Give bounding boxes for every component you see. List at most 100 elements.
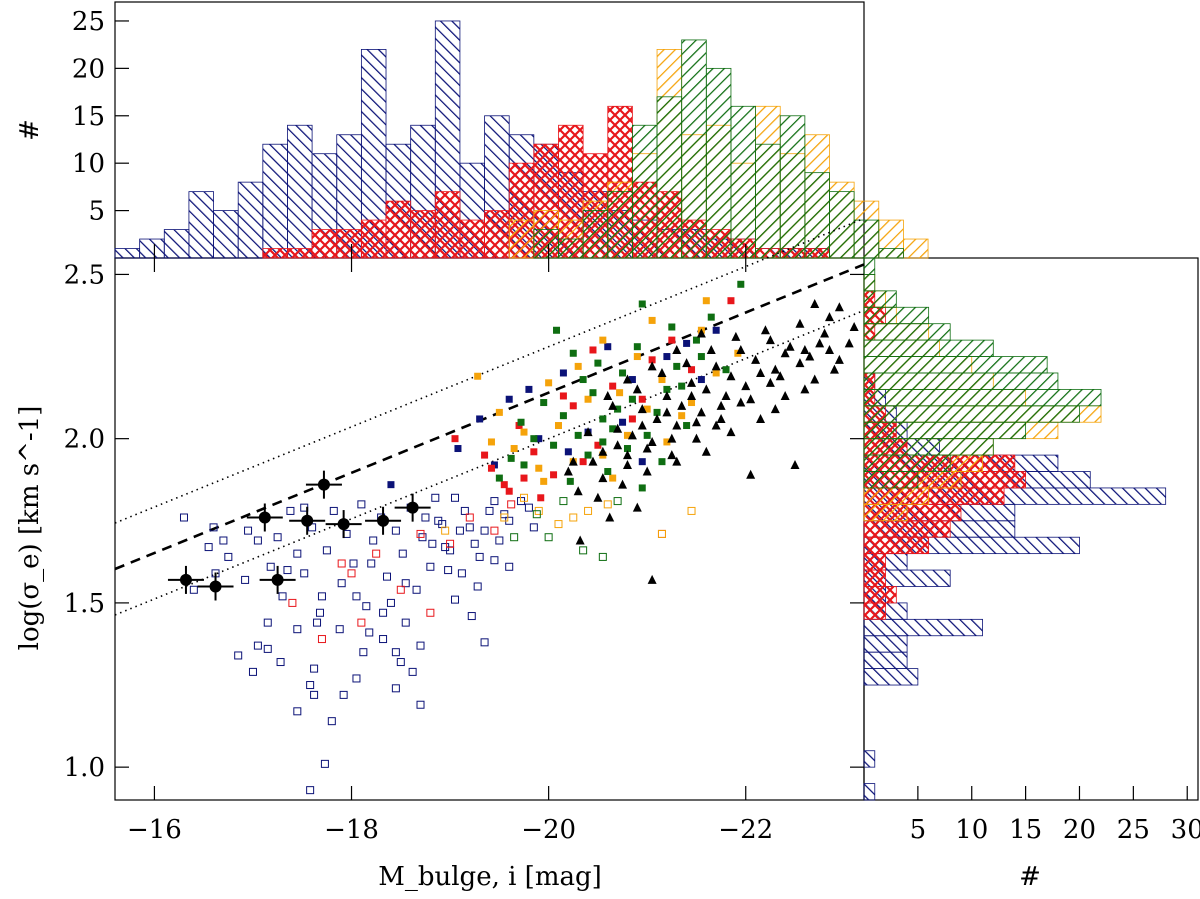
data-point-open-square bbox=[365, 628, 374, 637]
data-point-open-square bbox=[510, 533, 519, 542]
data-point-filled-square bbox=[678, 412, 686, 420]
data-point-open-square bbox=[519, 493, 528, 502]
data-point-open-square bbox=[357, 500, 366, 509]
right-hist-bar-green bbox=[863, 290, 897, 308]
data-point-circle bbox=[377, 514, 390, 527]
data-point-triangle bbox=[756, 367, 766, 377]
right-hist-bar-blue bbox=[863, 750, 876, 768]
data-point-filled-square bbox=[604, 468, 612, 476]
data-point-triangle bbox=[647, 574, 657, 584]
data-point-triangle bbox=[756, 413, 766, 423]
top-hist-bar-red bbox=[336, 229, 362, 259]
right-hist-x-tick-label: 5 bbox=[910, 815, 927, 845]
data-point-open-square bbox=[401, 618, 410, 627]
data-point-open-square bbox=[412, 585, 421, 594]
data-point-filled-square bbox=[507, 454, 515, 462]
top-hist-bar-red bbox=[410, 210, 436, 259]
data-point-triangle bbox=[593, 492, 603, 502]
top-hist-bar-red bbox=[360, 219, 387, 259]
top-hist-bar-green bbox=[755, 143, 781, 259]
right-hist-x-tick-label: 30 bbox=[1171, 815, 1200, 845]
data-point-open-square bbox=[500, 513, 509, 522]
data-point-triangle bbox=[810, 374, 820, 384]
data-point-open-square bbox=[337, 579, 346, 588]
data-point-triangle bbox=[667, 433, 677, 443]
data-point-filled-square bbox=[643, 405, 651, 413]
data-point-triangle bbox=[598, 473, 608, 483]
axis-labels: M_bulge, i [mag] # log(σ_e) [km s^-1] # bbox=[15, 119, 1041, 892]
top-hist-bar-blue bbox=[139, 238, 165, 259]
data-point-triangle bbox=[800, 344, 810, 354]
data-point-filled-square bbox=[589, 346, 597, 354]
right-hist-bar-blue bbox=[863, 651, 908, 670]
data-point-open-square bbox=[507, 500, 516, 509]
data-point-open-square bbox=[467, 612, 476, 621]
data-point-triangle bbox=[627, 430, 637, 440]
right-hist-x-tick-label: 20 bbox=[1063, 815, 1096, 845]
data-point-triangle bbox=[746, 394, 756, 404]
data-point-open-square bbox=[327, 717, 336, 726]
data-point-triangle bbox=[716, 413, 726, 423]
right-hist-bar-blue bbox=[863, 668, 919, 686]
data-point-open-square bbox=[465, 513, 474, 522]
data-point-open-square bbox=[362, 602, 371, 611]
data-point-circle bbox=[337, 518, 350, 531]
data-point-filled-square bbox=[566, 477, 574, 485]
x-axis-label: M_bulge, i [mag] bbox=[378, 862, 602, 892]
data-point-open-square bbox=[189, 585, 198, 594]
data-point-filled-square bbox=[599, 336, 607, 344]
data-point-open-square bbox=[490, 526, 499, 535]
data-point-triangle bbox=[701, 446, 711, 456]
data-point-open-square bbox=[657, 529, 666, 538]
data-point-triangle bbox=[647, 361, 657, 371]
y-tick-label: 1.5 bbox=[64, 589, 105, 619]
data-point-triangle bbox=[706, 344, 716, 354]
data-point-open-square bbox=[398, 549, 407, 558]
right-hist-bar-green bbox=[863, 257, 876, 275]
data-point-open-square bbox=[524, 503, 533, 512]
right-hist-x-tick-label: 25 bbox=[1117, 815, 1150, 845]
data-point-open-square bbox=[603, 500, 612, 509]
data-point-triangle bbox=[716, 400, 726, 410]
data-point-filled-square bbox=[648, 316, 656, 324]
data-point-triangle bbox=[622, 459, 632, 469]
right-hist-bar-green bbox=[863, 356, 1048, 374]
data-point-open-square bbox=[584, 506, 593, 515]
data-point-filled-square bbox=[727, 297, 735, 305]
data-point-filled-square bbox=[712, 326, 720, 334]
data-point-filled-square bbox=[569, 402, 577, 410]
data-point-triangle bbox=[785, 341, 795, 351]
top-hist-bar-red bbox=[484, 210, 510, 259]
x-tick-label: −20 bbox=[521, 815, 576, 845]
data-point-open-square bbox=[306, 786, 315, 795]
data-point-open-square bbox=[347, 569, 356, 578]
data-point-filled-square bbox=[633, 353, 641, 361]
data-point-open-square bbox=[408, 667, 417, 676]
top-hist-bar-green bbox=[853, 219, 880, 259]
data-point-filled-square bbox=[697, 376, 705, 384]
data-point-open-square bbox=[278, 592, 287, 601]
top-hist-bar-green bbox=[804, 172, 830, 259]
right-hist-bar-green bbox=[863, 339, 994, 357]
data-point-filled-square bbox=[584, 451, 592, 459]
data-point-filled-square bbox=[702, 297, 710, 305]
data-point-triangle bbox=[770, 404, 780, 414]
top-hist-y-tick-label: 10 bbox=[72, 149, 105, 179]
right-hist-bar-red bbox=[863, 553, 886, 571]
data-point-open-square bbox=[253, 641, 262, 650]
data-point-open-square bbox=[379, 635, 388, 644]
data-point-filled-square bbox=[638, 484, 646, 492]
data-point-open-square bbox=[306, 681, 315, 690]
data-point-triangle bbox=[622, 450, 632, 460]
data-point-triangle bbox=[657, 367, 667, 377]
data-point-triangle bbox=[825, 344, 835, 354]
data-point-open-square bbox=[379, 608, 388, 617]
data-point-open-square bbox=[386, 598, 395, 607]
data-point-filled-square bbox=[535, 435, 543, 443]
data-point-open-square bbox=[337, 559, 346, 568]
data-point-open-square bbox=[455, 526, 464, 535]
data-point-triangle bbox=[605, 512, 615, 522]
data-point-triangle bbox=[613, 423, 623, 433]
right-hist-bar-green bbox=[863, 274, 876, 292]
data-point-open-square bbox=[315, 608, 324, 617]
